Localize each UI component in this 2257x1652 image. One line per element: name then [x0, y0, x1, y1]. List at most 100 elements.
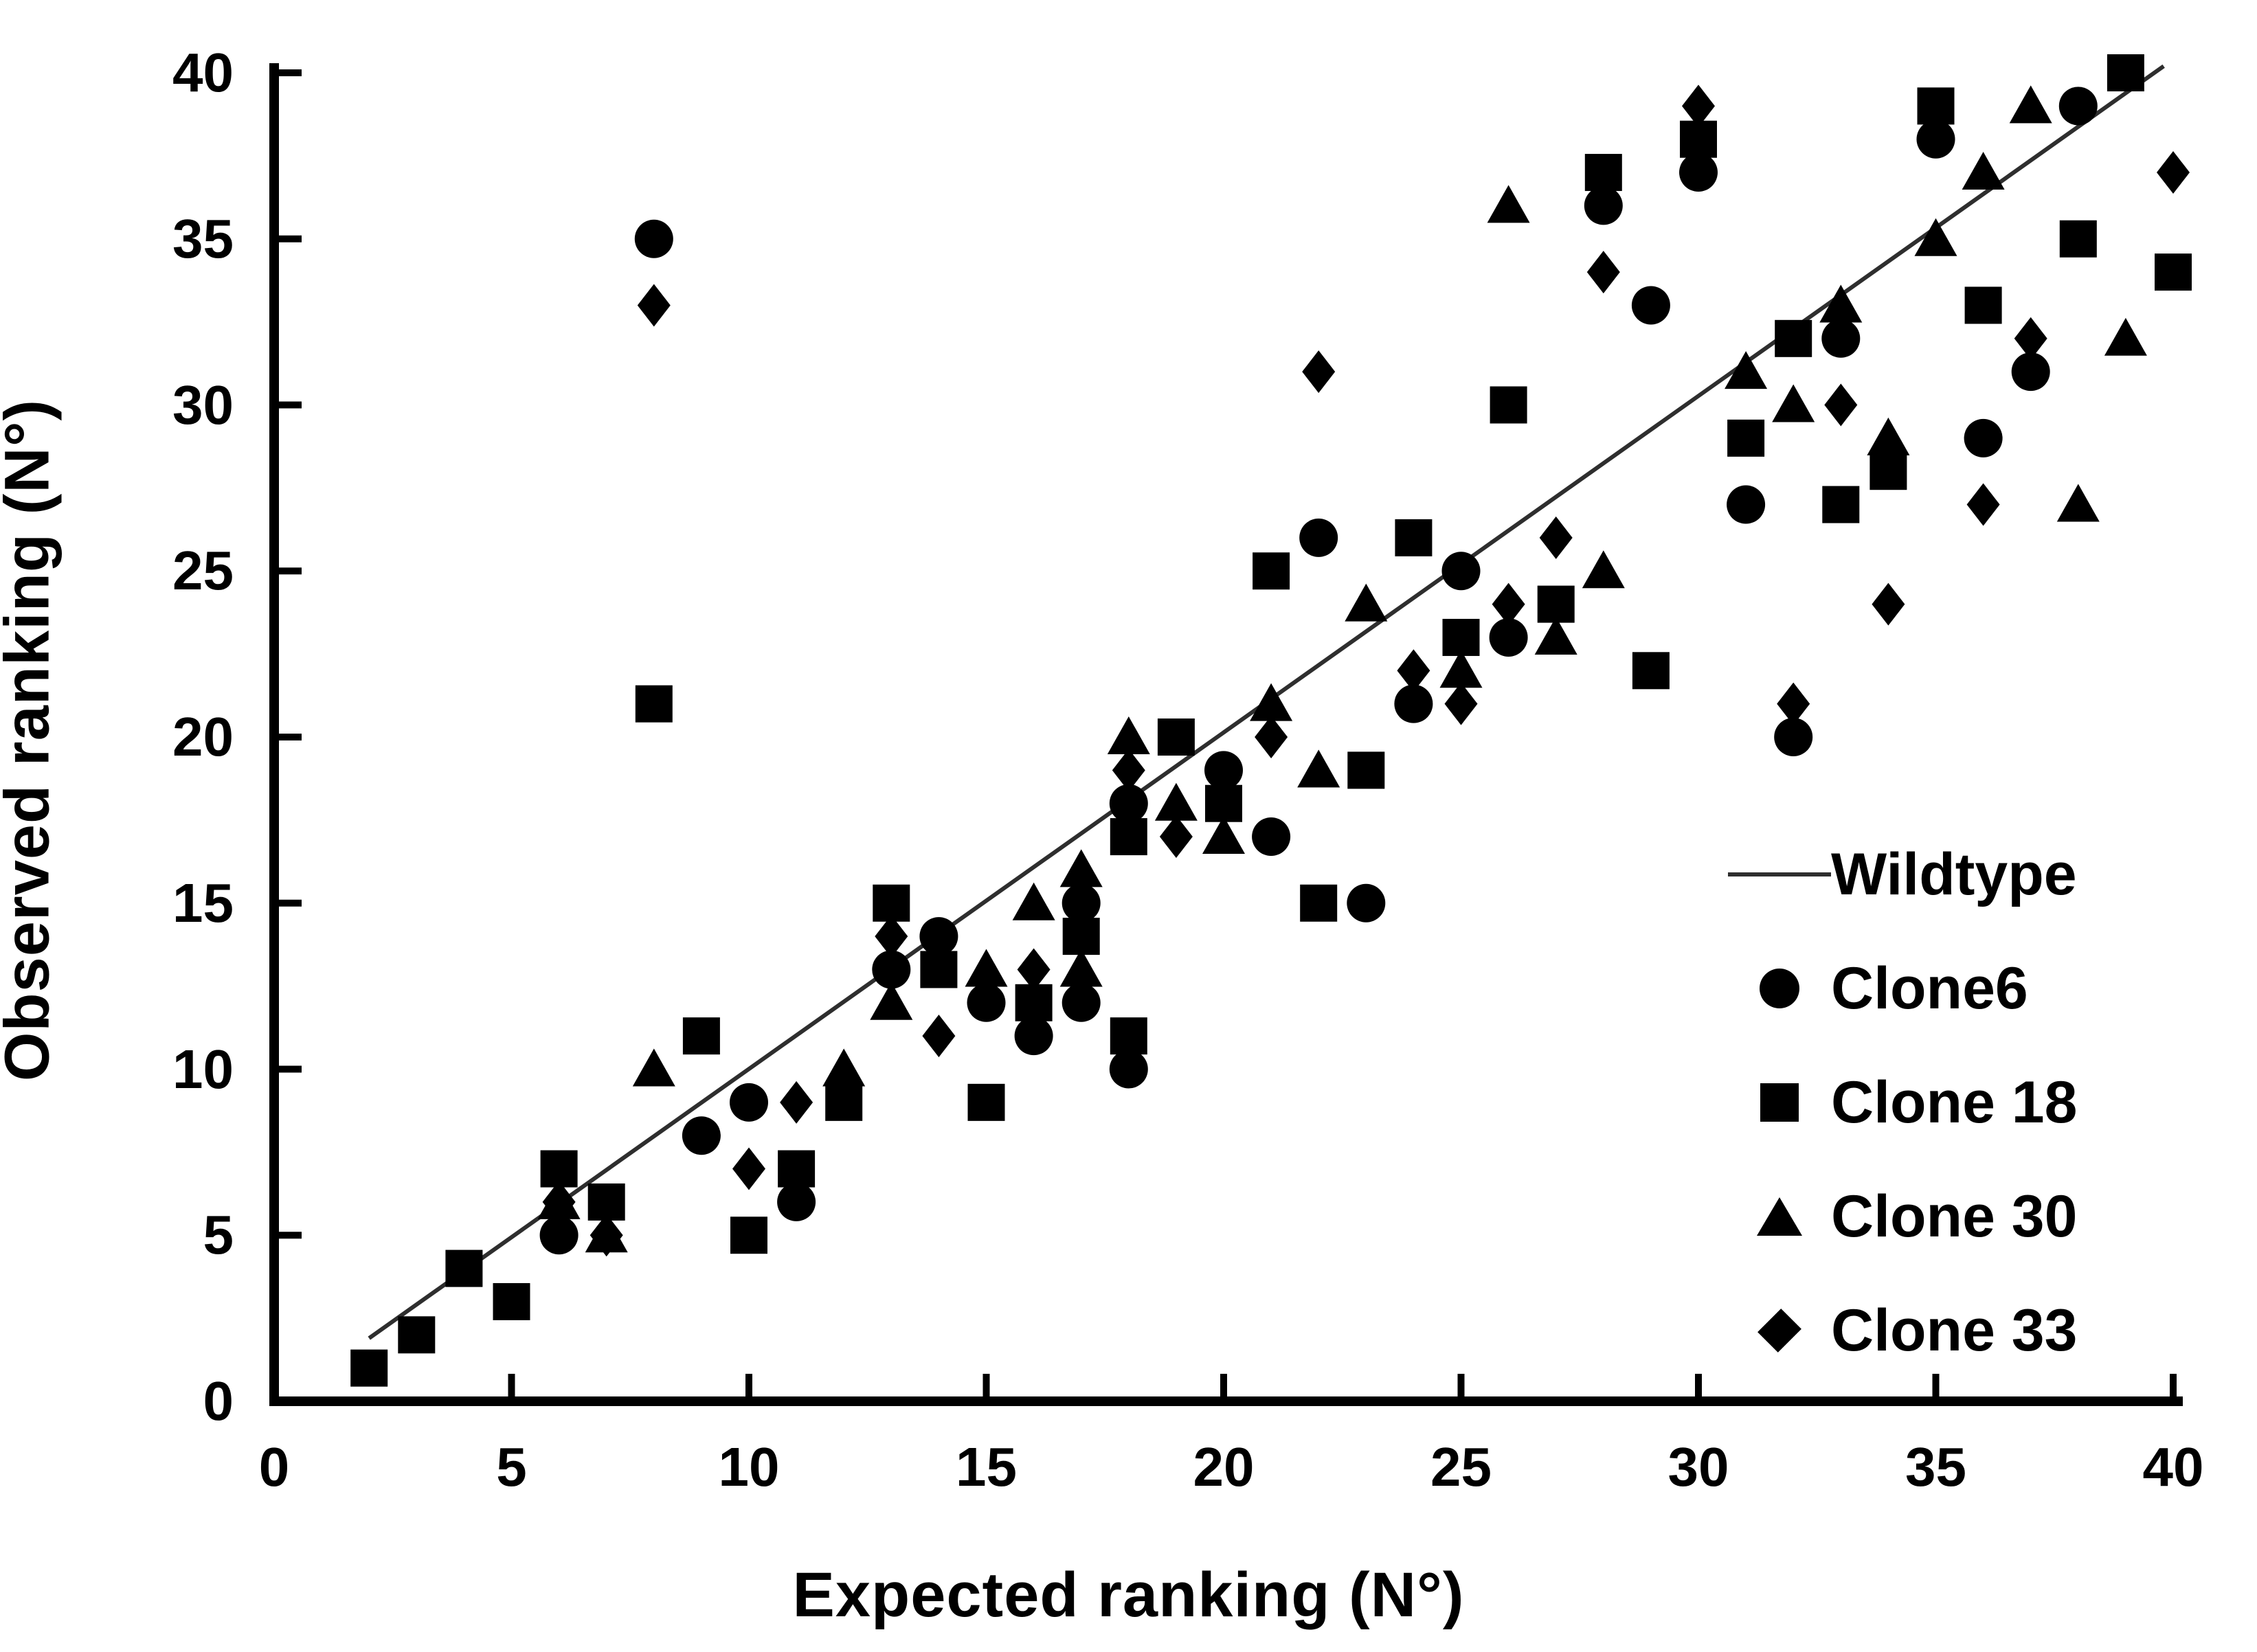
legend-item-clone-33: Clone 33 [1728, 1274, 2077, 1388]
x-axis-tick [1220, 1374, 1227, 1401]
x-axis-tick [1932, 1374, 1940, 1401]
clone30-data-point [1487, 185, 1530, 223]
clone18-data-point [1110, 1017, 1147, 1055]
clone33-data-point [1586, 251, 1620, 294]
clone30-data-point [1154, 782, 1198, 821]
clone18-data-point [682, 1017, 720, 1055]
x-axis-tick [1695, 1374, 1702, 1401]
clone33-data-point [1824, 383, 1858, 427]
clone18-data-point [398, 1316, 436, 1354]
clone6-data-point [1774, 718, 1813, 756]
clone30-data-point [1345, 583, 1388, 622]
clone6-data-point [1584, 186, 1623, 225]
clone6-data-point [730, 1083, 768, 1122]
clone30-data-point [822, 1048, 866, 1087]
y-axis-tick [274, 401, 302, 409]
clone30-data-point [1059, 849, 1103, 887]
clone18-data-point [967, 1083, 1005, 1121]
clone33-data-point [1112, 749, 1145, 792]
x-tick-label: 15 [956, 1436, 1017, 1497]
clone6-data-point [1299, 518, 1338, 557]
clone6-data-point [1252, 817, 1291, 857]
clone6-data-point [682, 1116, 721, 1155]
clone33-data-point [780, 1080, 813, 1124]
line-icon [1728, 872, 1831, 876]
clone6-data-point [1916, 120, 1955, 159]
x-axis-tick [508, 1374, 515, 1401]
clone18-data-point [920, 951, 958, 988]
clone33-data-point [2157, 151, 2190, 194]
clone33-data-point [1539, 516, 1573, 559]
clone18-data-point [1347, 751, 1385, 789]
clone18-data-point [1253, 552, 1290, 590]
clone30-data-point [1439, 650, 1483, 688]
clone30-data-point [2104, 317, 2147, 356]
clone33-data-point [589, 1214, 623, 1257]
legend-diamond-swatch [1758, 1309, 1801, 1353]
clone18-data-point [1632, 652, 1670, 690]
legend-item-clone6: Clone6 [1728, 931, 2077, 1045]
clone18-data-point [1205, 784, 1242, 822]
x-axis-title: Expected ranking (N°) [792, 1560, 1465, 1630]
clone30-data-point [1250, 683, 1293, 721]
clone18-data-point [1062, 918, 1100, 955]
clone18-data-point [1537, 585, 1575, 623]
clone30-data-point [1012, 882, 1055, 920]
clone30-data-point [1914, 218, 1957, 256]
legend-label: Wildtype [1831, 841, 2077, 907]
clone18-data-point [635, 685, 673, 723]
clone30-data-point [1534, 616, 1577, 655]
legend-item-wildtype: Wildtype [1728, 817, 2077, 931]
clone18-data-point [1300, 884, 1338, 922]
x-axis-tick [2170, 1374, 2177, 1401]
y-axis-tick [274, 567, 302, 575]
clone18-data-point [1110, 818, 1147, 856]
x-tick-label: 25 [1430, 1436, 1492, 1497]
clone6-data-point [1062, 883, 1101, 923]
x-axis-tick [982, 1374, 990, 1401]
clone33-data-point [1159, 815, 1193, 859]
clone18-data-point [1395, 519, 1433, 556]
x-tick-label: 30 [1668, 1436, 1729, 1497]
y-tick-label: 40 [172, 42, 234, 103]
legend: Wildtype Clone6 Clone 18 Clone 30 Clone 33 [1728, 817, 2077, 1388]
x-tick-label: 10 [718, 1436, 780, 1497]
legend-label: Clone 33 [1831, 1297, 2078, 1364]
clone33-data-point [922, 1015, 956, 1058]
clone33-data-point [1444, 682, 1478, 725]
y-axis-tick [274, 1065, 302, 1073]
clone18-data-point [1584, 154, 1622, 192]
y-tick-label: 10 [172, 1038, 234, 1100]
clone6-data-point [1014, 1017, 1053, 1056]
clone30-data-point [1297, 749, 1340, 788]
diamond-icon [1728, 1309, 1831, 1353]
circle-icon [1728, 969, 1831, 1008]
x-tick-label: 0 [258, 1436, 290, 1497]
x-axis-tick [745, 1374, 752, 1401]
clone18-data-point [1917, 87, 1955, 125]
clone6-data-point [1964, 418, 2003, 457]
clone30-data-point [2056, 484, 2100, 522]
y-tick-label: 20 [172, 706, 234, 767]
clone18-data-point [445, 1249, 483, 1287]
x-tick-label: 5 [496, 1436, 527, 1497]
clone33-data-point [1397, 649, 1430, 692]
y-tick-label: 5 [203, 1204, 234, 1266]
clone6-data-point [1347, 883, 1386, 923]
clone6-data-point [1679, 153, 1718, 192]
clone30-data-point [1202, 816, 1245, 855]
clone33-data-point [1492, 582, 1525, 626]
clone30-data-point [632, 1048, 675, 1087]
x-tick-label: 35 [1905, 1436, 1966, 1497]
clone6-data-point [1109, 784, 1148, 823]
x-tick-label: 20 [1193, 1436, 1255, 1497]
clone6-data-point [967, 983, 1006, 1022]
y-tick-label: 35 [172, 207, 234, 269]
clone18-data-point [825, 1083, 863, 1121]
y-axis-tick [274, 899, 302, 907]
clone33-data-point [2014, 317, 2047, 360]
legend-label: Clone 18 [1831, 1069, 2078, 1135]
clone18-data-point [778, 1150, 816, 1188]
clone6-data-point [1062, 983, 1101, 1022]
